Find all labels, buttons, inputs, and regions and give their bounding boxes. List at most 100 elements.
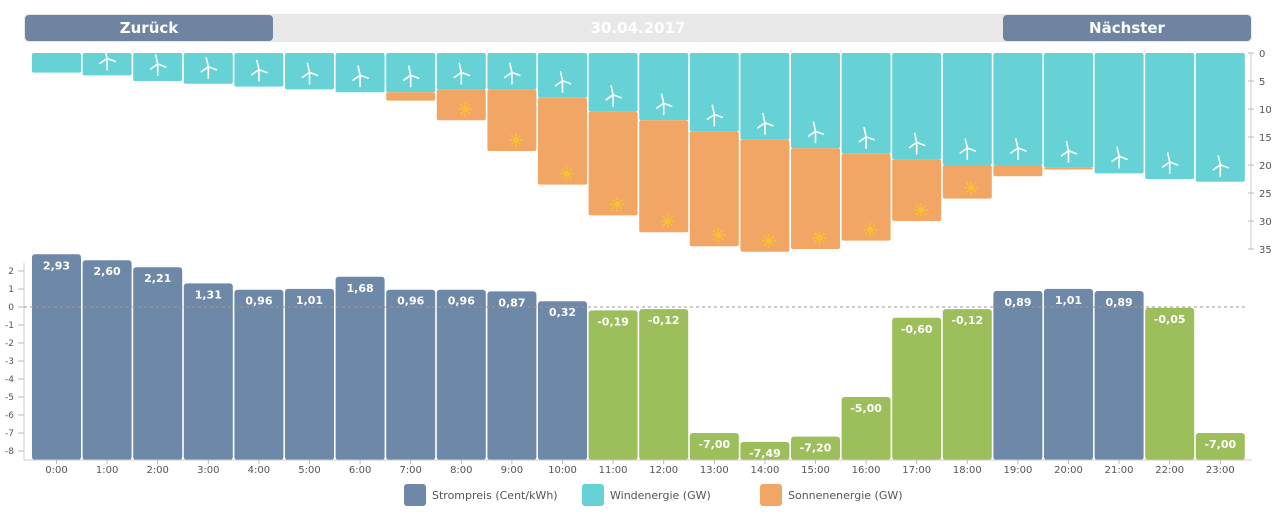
x-axis-tick-label: 2:00 xyxy=(146,465,168,476)
wind-bar xyxy=(1145,53,1195,179)
x-axis-tick-label: 12:00 xyxy=(649,465,678,476)
price-bar-label: 0,96 xyxy=(397,295,424,308)
price-bar-label: -7,00 xyxy=(1204,438,1236,451)
sun-icon xyxy=(913,203,928,217)
x-axis-tick-label: 7:00 xyxy=(399,465,421,476)
price-bar-label: 0,89 xyxy=(1004,296,1031,309)
price-axis-tick-label: -7 xyxy=(5,429,14,439)
wind-turbine-icon xyxy=(149,54,167,76)
chart-legend: Strompreis (Cent/kWh) Windenergie (GW) S… xyxy=(0,482,1280,508)
wind-bar xyxy=(588,53,638,112)
x-axis-tick-label: 16:00 xyxy=(852,465,881,476)
price-bar-label: 0,96 xyxy=(245,295,272,308)
wind-bar xyxy=(841,53,891,154)
x-axis-tick-label: 20:00 xyxy=(1054,465,1083,476)
wind-turbine-icon xyxy=(605,85,622,107)
wind-turbine-icon xyxy=(1060,141,1078,163)
solar-bar xyxy=(841,153,891,241)
next-button[interactable]: Nächster xyxy=(1003,15,1251,41)
x-axis-tick-label: 11:00 xyxy=(599,465,628,476)
date-navigation-bar: Zurück 30.04.2017 Nächster xyxy=(24,14,1252,42)
x-axis-tick-label: 6:00 xyxy=(349,465,371,476)
price-bar-label: 0,89 xyxy=(1106,296,1133,309)
wind-bar xyxy=(942,53,992,165)
x-axis-tick-label: 1:00 xyxy=(96,465,118,476)
price-bar-label: 2,93 xyxy=(43,259,70,272)
price-bar xyxy=(942,309,992,460)
wind-turbine-icon xyxy=(200,57,218,79)
price-axis-tick-label: -3 xyxy=(5,357,14,367)
price-bar-label: -7,49 xyxy=(749,447,781,460)
x-axis-tick-label: 4:00 xyxy=(248,465,270,476)
price-bar-label: 1,68 xyxy=(347,282,374,295)
price-bar xyxy=(993,290,1043,460)
x-axis-tick-label: 3:00 xyxy=(197,465,219,476)
solar-bar xyxy=(487,89,537,151)
energy-axis-tick-label: 0 xyxy=(1259,49,1265,60)
sun-icon xyxy=(508,133,523,147)
price-axis-tick-label: 0 xyxy=(8,303,14,313)
wind-turbine-icon xyxy=(453,62,471,85)
wind-turbine-icon xyxy=(858,127,875,149)
legend-item-price: Strompreis (Cent/kWh) xyxy=(404,482,558,508)
solar-bar xyxy=(993,165,1043,177)
sun-icon xyxy=(559,166,574,181)
price-bar xyxy=(32,254,81,460)
price-bar-label: 1,01 xyxy=(296,294,323,307)
price-bar xyxy=(183,283,233,460)
price-axis-tick-label: -1 xyxy=(5,321,14,331)
wind-turbine-icon xyxy=(402,65,420,88)
price-bar-label: 0,87 xyxy=(498,296,525,309)
back-button[interactable]: Zurück xyxy=(25,15,273,41)
energy-axis-tick-label: 15 xyxy=(1259,133,1272,144)
wind-bar xyxy=(538,53,587,98)
legend-label-price: Strompreis (Cent/kWh) xyxy=(432,488,558,502)
sun-icon xyxy=(610,197,625,212)
x-axis-tick-label: 18:00 xyxy=(953,465,982,476)
price-bar xyxy=(791,436,840,460)
price-bar xyxy=(841,397,891,460)
price-bar xyxy=(1044,288,1093,460)
price-bar-label: -7,00 xyxy=(698,438,730,451)
sun-icon xyxy=(458,102,473,117)
price-bar xyxy=(436,289,486,460)
wind-bar xyxy=(1044,53,1093,168)
price-axis-tick-label: -8 xyxy=(5,447,14,457)
price-bar xyxy=(82,260,132,460)
solar-bar xyxy=(538,97,587,185)
wind-turbine-icon xyxy=(757,113,774,135)
price-bar-label: -0,12 xyxy=(648,314,680,327)
price-bar xyxy=(386,289,436,460)
price-bar-label: 2,21 xyxy=(144,272,171,285)
price-axis-tick-label: -4 xyxy=(5,375,14,385)
price-bar-label: -7,20 xyxy=(800,442,832,455)
price-bar xyxy=(1094,290,1144,460)
legend-label-wind: Windenergie (GW) xyxy=(610,488,711,502)
solar-bar xyxy=(892,159,942,221)
price-bar xyxy=(487,291,537,460)
price-bar xyxy=(234,289,284,460)
wind-turbine-icon xyxy=(908,132,926,155)
price-bar-label: -0,05 xyxy=(1154,313,1186,326)
sun-icon xyxy=(660,214,675,229)
wind-turbine-icon xyxy=(352,65,369,88)
wind-turbine-icon xyxy=(251,59,268,82)
solar-bar xyxy=(386,92,436,101)
legend-label-solar: Sonnenenergie (GW) xyxy=(788,488,903,502)
solar-bar xyxy=(689,131,739,247)
legend-swatch-solar xyxy=(760,484,782,506)
sun-icon xyxy=(711,228,726,243)
legend-swatch-wind xyxy=(582,484,604,506)
price-bar xyxy=(892,317,942,460)
price-bar xyxy=(335,276,385,460)
wind-bar xyxy=(791,53,840,149)
wind-turbine-icon xyxy=(1212,155,1230,177)
price-axis-tick-label: -2 xyxy=(5,339,14,349)
wind-turbine-icon xyxy=(1010,138,1027,160)
legend-item-wind: Windenergie (GW) xyxy=(582,482,711,508)
wind-bar xyxy=(32,53,81,73)
x-axis-tick-label: 10:00 xyxy=(548,465,577,476)
sun-icon xyxy=(761,233,776,248)
x-axis-tick-label: 21:00 xyxy=(1105,465,1134,476)
x-axis-tick-label: 22:00 xyxy=(1155,465,1184,476)
